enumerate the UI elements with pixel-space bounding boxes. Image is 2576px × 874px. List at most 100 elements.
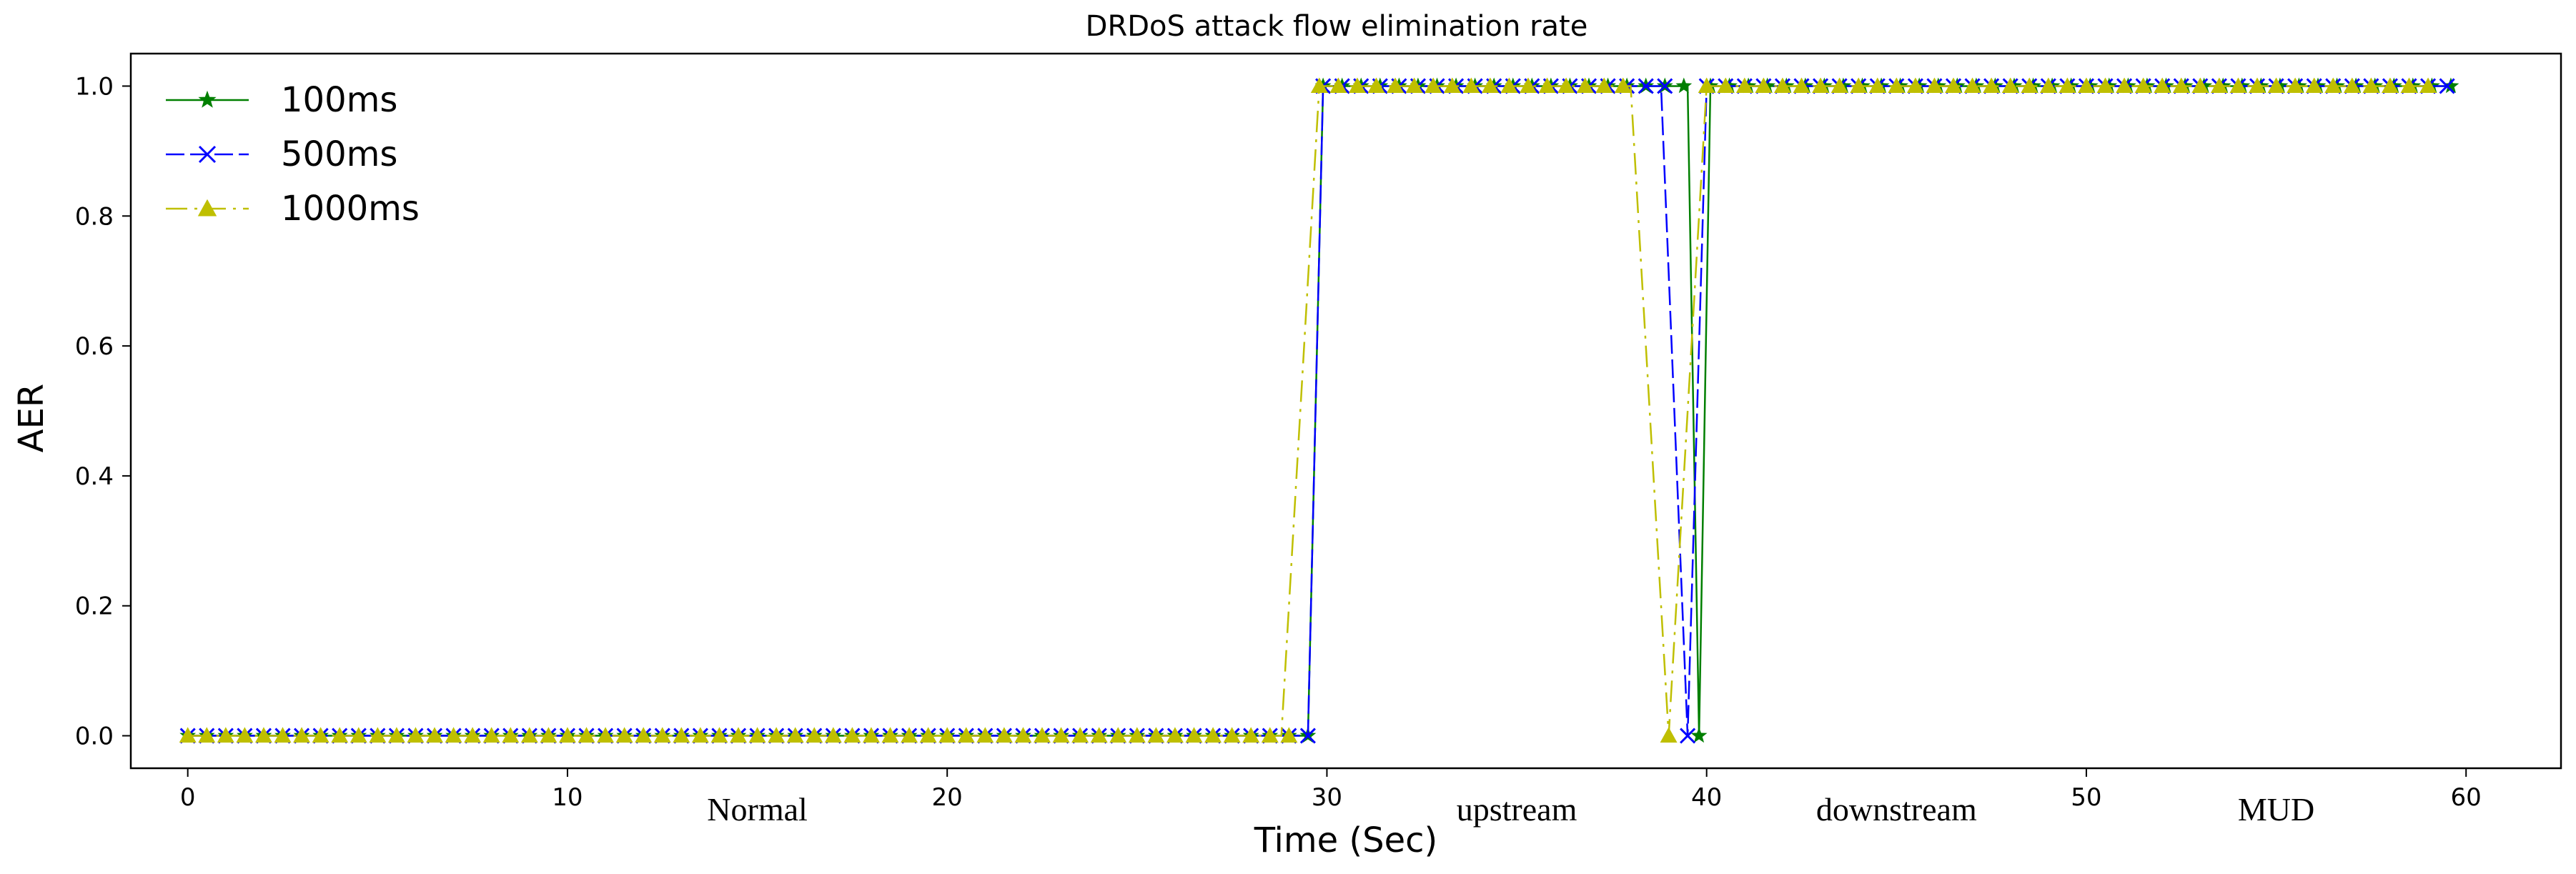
data-point <box>1223 727 1241 743</box>
legend-marker <box>197 199 217 217</box>
data-point <box>1812 77 1830 94</box>
data-point <box>2287 77 2304 94</box>
series-line <box>187 85 2447 737</box>
data-point <box>1657 78 1673 94</box>
data-point <box>502 727 520 743</box>
data-point <box>1310 77 1328 94</box>
data-point <box>995 727 1013 743</box>
data-point <box>881 727 899 743</box>
x-tick-label: 20 <box>932 783 963 812</box>
data-point <box>1090 727 1108 743</box>
data-point <box>1014 727 1032 743</box>
data-point <box>786 727 804 743</box>
data-point <box>2442 77 2459 94</box>
data-point <box>1204 727 1222 743</box>
data-point <box>2191 77 2209 94</box>
x-tick-label: 50 <box>2071 783 2101 812</box>
data-point <box>730 727 747 743</box>
data-point <box>748 727 766 743</box>
legend-entry: 100ms <box>166 80 397 120</box>
series-100ms <box>179 77 2459 743</box>
data-point <box>1387 77 1405 94</box>
y-tick-label: 0.6 <box>75 332 114 361</box>
x-tick-label: 10 <box>552 783 583 812</box>
data-point <box>1557 77 1575 94</box>
data-point <box>1680 727 1696 744</box>
data-point <box>350 727 367 743</box>
data-point <box>1242 727 1260 743</box>
data-point <box>901 727 918 743</box>
data-point <box>938 727 956 743</box>
data-point <box>1595 77 1613 94</box>
data-point <box>1261 727 1279 743</box>
data-point <box>2343 77 2361 94</box>
data-point <box>331 727 349 743</box>
data-point <box>2229 77 2247 94</box>
plot-series <box>179 77 2459 744</box>
data-point <box>369 727 387 743</box>
data-point <box>919 727 937 743</box>
data-point <box>1850 77 1868 94</box>
data-point <box>1425 77 1442 94</box>
data-point <box>217 727 234 743</box>
data-point <box>615 727 633 743</box>
legend-entry: 500ms <box>166 134 397 174</box>
data-point <box>1071 727 1089 743</box>
data-point <box>2249 77 2266 94</box>
data-point <box>691 727 709 743</box>
series-1000ms <box>179 77 2437 743</box>
data-point <box>1638 78 1654 94</box>
legend-marker <box>198 90 217 108</box>
data-point <box>1735 77 1753 94</box>
data-point <box>2172 77 2190 94</box>
series-500ms <box>179 78 2455 744</box>
data-point <box>464 727 482 743</box>
data-point <box>2116 77 2134 94</box>
data-point <box>1462 77 1480 94</box>
data-point <box>482 727 500 743</box>
data-point <box>653 727 671 743</box>
data-point <box>1868 77 1886 94</box>
y-axis-label: AER <box>11 384 51 453</box>
data-point <box>1147 727 1165 743</box>
data-point <box>426 727 443 743</box>
data-point <box>768 727 786 743</box>
data-point <box>2210 77 2228 94</box>
chart-title: DRDoS attack flow elimination rate <box>1086 10 1588 43</box>
data-point <box>198 727 216 743</box>
data-point <box>1793 77 1810 94</box>
data-point <box>179 727 197 743</box>
data-point <box>824 727 842 743</box>
data-point <box>1660 727 1678 743</box>
data-point <box>1963 77 1981 94</box>
data-point <box>2096 77 2114 94</box>
data-point <box>2039 77 2057 94</box>
y-tick-label: 0.8 <box>75 202 114 231</box>
phase-label: downstream <box>1816 791 1977 828</box>
series-line <box>187 85 2429 737</box>
data-point <box>407 727 425 743</box>
data-point <box>2381 77 2399 94</box>
data-point <box>1500 77 1518 94</box>
data-point <box>312 727 330 743</box>
data-point <box>520 727 538 743</box>
data-point <box>806 727 823 743</box>
data-point <box>1983 77 2001 94</box>
phase-labels: Normal upstream downstream MUD <box>707 791 2314 828</box>
data-point <box>957 727 975 743</box>
data-point <box>445 727 462 743</box>
data-point <box>2077 77 2095 94</box>
data-point <box>1520 77 1537 94</box>
legend-label: 1000ms <box>281 189 420 229</box>
data-point <box>1717 77 1735 94</box>
data-point <box>2154 77 2171 94</box>
legend-entry: 1000ms <box>166 189 420 229</box>
data-point <box>1888 77 1906 94</box>
legend-marker <box>198 145 217 164</box>
data-point <box>2305 77 2323 94</box>
data-point <box>1034 727 1051 743</box>
x-tick-label: 30 <box>1312 783 1342 812</box>
data-point <box>236 727 254 743</box>
data-point <box>1299 727 1316 744</box>
